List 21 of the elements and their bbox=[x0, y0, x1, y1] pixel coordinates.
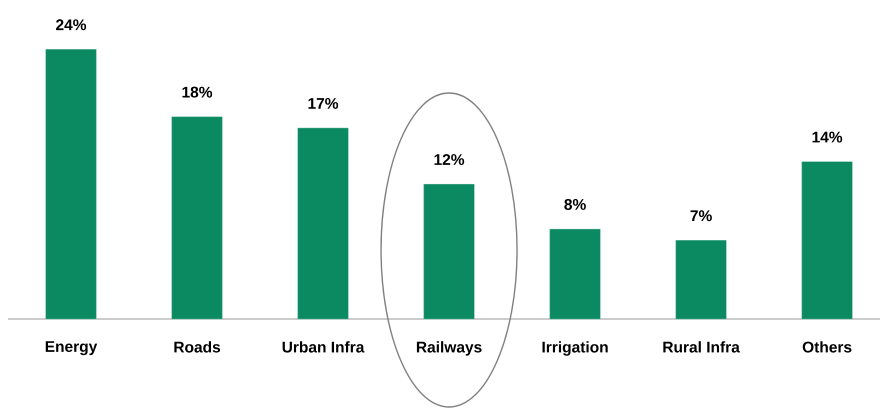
x-tick-label: Others bbox=[802, 341, 852, 353]
x-tick-label: Energy bbox=[46, 341, 98, 356]
x-tick-label: Roads bbox=[174, 341, 220, 353]
bar bbox=[550, 228, 601, 320]
data-label: 7% bbox=[690, 210, 712, 222]
x-tick-label: Railways bbox=[416, 341, 482, 356]
bar bbox=[802, 162, 853, 320]
bar bbox=[298, 128, 348, 320]
data-label: 8% bbox=[564, 198, 586, 210]
bar bbox=[46, 49, 96, 320]
data-label: 14% bbox=[812, 132, 842, 143]
x-tick-label: Urban Infra bbox=[282, 341, 364, 353]
x-tick-label: Irrigation bbox=[542, 341, 608, 356]
bar bbox=[676, 240, 727, 320]
bar bbox=[424, 184, 474, 320]
data-label: 12% bbox=[434, 154, 464, 166]
data-label: 24% bbox=[56, 19, 86, 30]
bar bbox=[172, 116, 222, 320]
x-tick-label: Rural Infra bbox=[663, 341, 740, 353]
data-label: 18% bbox=[182, 86, 212, 98]
data-label: 17% bbox=[308, 98, 338, 109]
